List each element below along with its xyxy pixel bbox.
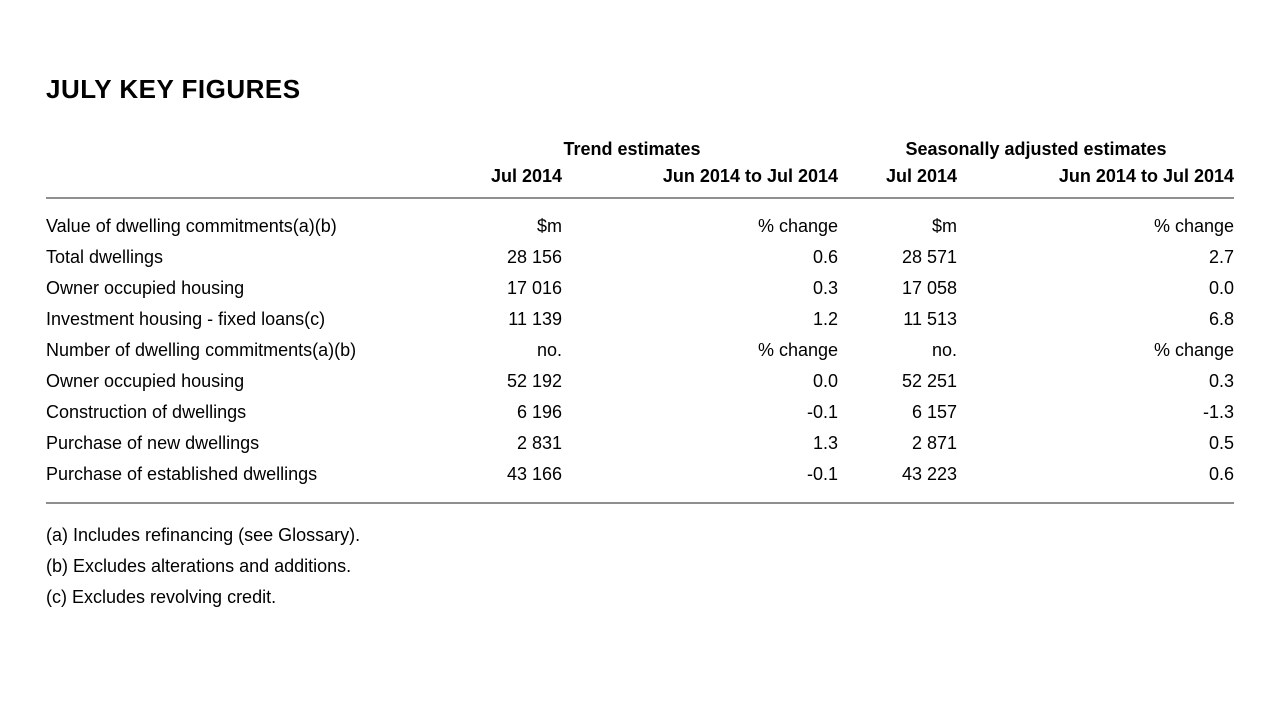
- cell-value: 28 156: [506, 247, 562, 267]
- cell-value: % change: [757, 216, 838, 236]
- cell-value: 0.0: [812, 371, 838, 391]
- cell-value: no.: [536, 340, 562, 360]
- cell-value: % change: [757, 340, 838, 360]
- cell-value: -1.3: [1202, 402, 1234, 422]
- column-header-sa-jul-2014: Jul 2014: [838, 162, 957, 199]
- cell-value: 6.8: [1208, 309, 1234, 329]
- cell-value: 17 016: [506, 278, 562, 298]
- footnote: (a) Includes refinancing (see Glossary).: [46, 525, 361, 545]
- row-label: Owner occupied housing: [46, 278, 245, 298]
- cell-value: 1.2: [812, 309, 838, 329]
- cell-value: 0.0: [1208, 278, 1234, 298]
- table-row: Owner occupied housing 17 016 0.3 17 058 0.0: [46, 273, 1234, 304]
- table-row: Investment housing - fixed loans(c) 11 13…: [46, 304, 1234, 335]
- table-row: Total dwellings 28 156 0.6 28 571 2.7: [46, 242, 1234, 273]
- cell-value: 2.7: [1208, 247, 1234, 267]
- cell-value: 0.6: [1208, 464, 1234, 484]
- cell-value: 1.3: [812, 433, 838, 453]
- row-label: Investment housing - fixed loans(c): [46, 309, 326, 329]
- cell-value: $m: [536, 216, 562, 236]
- cell-value: -0.1: [806, 464, 838, 484]
- group-header-spacer: [46, 134, 426, 162]
- cell-value: 6 196: [516, 402, 562, 422]
- cell-value: 0.6: [812, 247, 838, 267]
- group-header-seasonally-adjusted-estimates: Seasonally adjusted estimates: [905, 139, 1167, 159]
- table-row: Owner occupied housing 52 192 0.0 52 251 0.3: [46, 366, 1234, 397]
- row-label: Construction of dwellings: [46, 402, 247, 422]
- table-body: Value of dwelling commitments(a)(b) $m % c…: [46, 198, 1234, 503]
- table-row: Purchase of established dwellings 43 166 -…: [46, 459, 1234, 503]
- cell-value: 52 251: [901, 371, 957, 391]
- cell-value: 28 571: [901, 247, 957, 267]
- column-header-spacer: [46, 162, 426, 199]
- table-row: Construction of dwellings 6 196 -0.1 6 157 -…: [46, 397, 1234, 428]
- cell-value: 43 223: [901, 464, 957, 484]
- column-header-row: Jul 2014 Jun 2014 to Jul 2014 Jul 2014 J…: [46, 162, 1234, 199]
- cell-value: 2 871: [911, 433, 957, 453]
- cell-value: $m: [931, 216, 957, 236]
- cell-value: 11 513: [903, 309, 957, 329]
- row-label: Number of dwelling commitments(a)(b): [46, 340, 357, 360]
- cell-value: 11 139: [508, 309, 562, 329]
- cell-value: 17 058: [901, 278, 957, 298]
- row-label: Purchase of new dwellings: [46, 433, 260, 453]
- cell-value: no.: [931, 340, 957, 360]
- column-header-trend-jun-to-jul-2014: Jun 2014 to Jul 2014: [562, 162, 838, 199]
- footnote: (c) Excludes revolving credit.: [46, 587, 277, 607]
- footnotes: (a) Includes refinancing (see Glossary).…: [46, 520, 1234, 613]
- page-title: JULY KEY FIGURES: [46, 74, 301, 104]
- footnote: (b) Excludes alterations and additions.: [46, 556, 352, 576]
- page: JULY KEY FIGURES Trend estimates Seasona…: [0, 74, 1280, 613]
- group-header-trend-estimates: Trend estimates: [563, 139, 701, 159]
- table-row: Number of dwelling commitments(a)(b) no.%…: [46, 335, 1234, 366]
- table-row: Purchase of new dwellings 2 831 1.3 2 871 0.…: [46, 428, 1234, 459]
- row-label: Owner occupied housing: [46, 371, 245, 391]
- cell-value: 2 831: [516, 433, 562, 453]
- column-header-sa-jun-to-jul-2014: Jun 2014 to Jul 2014: [957, 162, 1234, 199]
- cell-value: 0.3: [1208, 371, 1234, 391]
- key-figures-table: Trend estimates Seasonally adjusted esti…: [46, 134, 1234, 504]
- table-row: Value of dwelling commitments(a)(b) $m % c…: [46, 198, 1234, 242]
- cell-value: 0.5: [1208, 433, 1234, 453]
- cell-value: 6 157: [911, 402, 957, 422]
- group-header-row: Trend estimates Seasonally adjusted esti…: [46, 134, 1234, 162]
- column-header-trend-jul-2014: Jul 2014: [426, 162, 562, 199]
- row-label: Purchase of established dwellings: [46, 464, 318, 484]
- cell-value: % change: [1153, 216, 1234, 236]
- cell-value: -0.1: [806, 402, 838, 422]
- cell-value: % change: [1153, 340, 1234, 360]
- row-label: Total dwellings: [46, 247, 164, 267]
- cell-value: 0.3: [812, 278, 838, 298]
- cell-value: 43 166: [506, 464, 562, 484]
- cell-value: 52 192: [506, 371, 562, 391]
- table-header: Trend estimates Seasonally adjusted esti…: [46, 134, 1234, 199]
- row-label: Value of dwelling commitments(a)(b): [46, 216, 337, 236]
